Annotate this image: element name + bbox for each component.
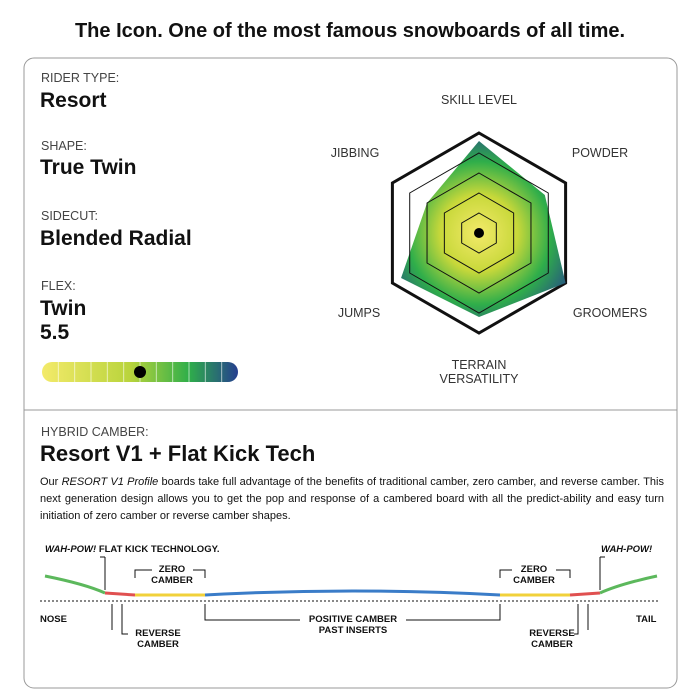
tail-label: TAIL <box>636 614 657 625</box>
nose-label: NOSE <box>40 614 67 625</box>
line: PAST INSERTS <box>318 625 388 636</box>
radar-label: SKILL LEVEL <box>441 93 517 107</box>
spec-label: SIDECUT: <box>41 209 98 223</box>
flex-value: Twin <box>40 297 87 320</box>
positive-label: POSITIVE CAMBER PAST INSERTS <box>309 614 397 636</box>
flex-marker <box>134 366 146 378</box>
flex-rating: 5.5 <box>40 321 70 344</box>
spec-label: SHAPE: <box>41 139 87 153</box>
radar-label: POWDER <box>571 146 629 160</box>
kick-right: WAH-POW! <box>601 544 652 555</box>
spec-value: True Twin <box>40 156 137 179</box>
kick-text: FLAT KICK TECHNOLOGY. <box>96 544 220 555</box>
radar-label: TERRAIN VERSATILITY <box>439 358 519 386</box>
camber-description: Our RESORT V1 Profile boards take full a… <box>40 474 664 525</box>
radar-label: JUMPS <box>337 306 381 320</box>
desc-text: Our <box>40 476 62 488</box>
line: REVERSE <box>529 628 575 639</box>
radar-ring <box>443 192 515 274</box>
radar-ring <box>409 152 549 314</box>
line: REVERSE <box>135 628 181 639</box>
flex-bar <box>42 362 238 382</box>
line: CAMBER <box>513 575 555 586</box>
line: CAMBER <box>531 639 573 650</box>
spec-value: Blended Radial <box>40 227 192 250</box>
zero-label: ZERO CAMBER <box>513 564 555 586</box>
flex-label: FLEX: <box>41 279 76 293</box>
zero-label: ZERO CAMBER <box>151 564 193 586</box>
radar-center <box>474 228 484 238</box>
reverse-label: REVERSE CAMBER <box>135 628 180 650</box>
kick-label: WAH-POW! FLAT KICK TECHNOLOGY. <box>45 544 220 555</box>
radar-ring <box>461 212 497 254</box>
kick-brand: WAH-POW! <box>601 544 653 555</box>
line: ZERO <box>158 564 186 575</box>
card <box>23 57 678 689</box>
camber-label: HYBRID CAMBER: <box>41 425 149 439</box>
radar <box>390 131 568 335</box>
radar-ring <box>426 172 532 294</box>
spec-value: Resort <box>40 89 107 112</box>
line: ZERO <box>520 564 548 575</box>
line: POSITIVE CAMBER <box>308 614 398 625</box>
radar-label: GROOMERS <box>572 306 648 320</box>
camber-diagram <box>40 556 660 635</box>
spec-label: RIDER TYPE: <box>41 71 120 85</box>
desc-italic: RESORT V1 Profile <box>61 476 159 488</box>
kick-brand: WAH-POW! <box>45 544 97 555</box>
desc-text: boards take full advantage of the benefi… <box>40 476 664 522</box>
reverse-label: REVERSE CAMBER <box>529 628 574 650</box>
camber-name: Resort V1 + Flat Kick Tech <box>40 441 316 466</box>
radar-label: JIBBING <box>330 146 380 160</box>
line: CAMBER <box>151 575 193 586</box>
page-title: The Icon. One of the most famous snowboa… <box>74 20 626 42</box>
line: CAMBER <box>137 639 179 650</box>
radar-area <box>401 141 566 317</box>
